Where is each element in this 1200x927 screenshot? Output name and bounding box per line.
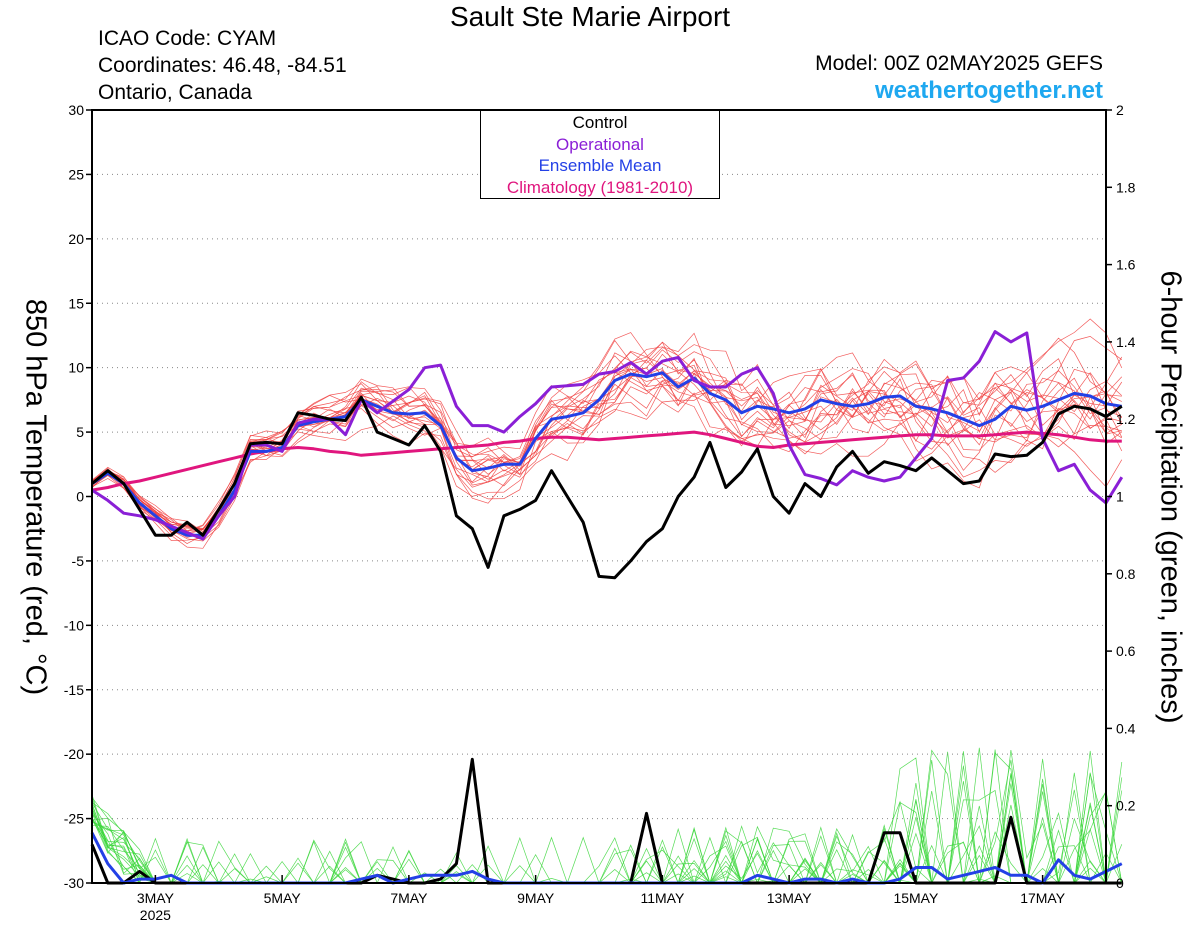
x-tick-label: 17MAY [1020,890,1066,906]
ensemble-member-temp-line [91,370,1123,538]
y-tick-label: 20 [68,231,84,247]
y-tick-label: -25 [64,811,84,827]
x-tick-label: 9MAY [517,890,555,906]
icao-code: ICAO Code: CYAM [98,27,277,50]
y2-tick-label: 0.8 [1116,566,1136,582]
ensemble-temperature-lines [91,318,1123,549]
legend-item-ensemble-mean: Ensemble Mean [538,156,662,175]
ensemble-member-temp-line [91,318,1123,533]
y-axis-label-right: 6-hour Precipitation (green, inches) [1154,270,1187,724]
y-tick-label: 10 [68,360,84,376]
y2-tick-label: 1.4 [1116,334,1136,350]
y-tick-label: -15 [64,682,84,698]
y-tick-label: -10 [64,617,84,633]
legend-item-operational: Operational [556,134,644,154]
ensemble-member-temp-line [91,352,1122,529]
y-tick-label: 30 [68,102,84,118]
y2-tick-label: 0.6 [1116,643,1136,659]
model-run: Model: 00Z 02MAY2025 GEFS [815,52,1103,75]
y2-tick-label: 1 [1116,489,1124,505]
y2-tick-label: 1.8 [1116,179,1136,195]
y-tick-label: -5 [72,553,85,569]
x-tick-label: 7MAY [390,890,428,906]
y2-tick-label: 1.2 [1116,411,1136,427]
x-tick-label: 3MAY [137,890,175,906]
legend-item-control: Control [572,113,628,132]
coordinates: Coordinates: 46.48, -84.51 [98,54,347,77]
y2-tick-label: 2 [1116,102,1124,118]
axes-ticks: 302520151050-5-10-15-20-25-3021.81.61.41… [64,102,1136,923]
y2-tick-label: 0.4 [1116,720,1136,736]
plot-frame [91,109,1107,884]
x-tick-label: 5MAY [264,890,302,906]
site-link[interactable]: weathertogether.net [874,77,1103,104]
y2-tick-label: 0 [1116,875,1124,891]
chart-title: Sault Ste Marie Airport [449,1,731,32]
control-temp-line [91,395,1123,580]
ensemble-member-temp-line [91,337,1123,538]
ensemble-member-temp-line [91,349,1123,537]
y2-tick-label: 1.6 [1116,257,1136,273]
grid-lines [92,173,1106,820]
y-tick-label: -20 [64,746,84,762]
ensemble-member-precip-line [91,774,1122,884]
y-tick-label: -30 [64,875,84,891]
region: Ontario, Canada [98,81,253,104]
ensemble-member-temp-line [91,352,1123,534]
y-tick-label: 15 [68,295,84,311]
ensemble-precipitation-lines [91,747,1123,885]
ensemble-member-precip-line [91,773,1123,885]
operational-temp-line [91,330,1124,541]
y-tick-label: 25 [68,166,84,182]
x-tick-label: 15MAY [893,890,939,906]
x-tick-label: 11MAY [640,890,684,906]
mean-temp-line [91,371,1123,537]
ensemble-member-precip-line [91,758,1123,885]
legend: Control Operational Ensemble Mean Climat… [480,110,720,199]
y2-tick-label: 0.2 [1116,798,1136,814]
x-tick-label: 13MAY [767,890,813,906]
y-axis-label-left: 850 hPa Temperature (red, °C) [19,298,52,696]
y-tick-label: 0 [76,489,84,505]
ensemble-member-temp-line [91,353,1122,531]
x-tick-sublabel: 2025 [140,907,171,923]
y-tick-label: 5 [76,424,84,440]
legend-item-climatology: Climatology (1981-2010) [506,177,694,197]
ensemble-member-temp-line [91,336,1123,533]
series-lines [90,330,1124,885]
ensemble-member-temp-line [91,358,1122,530]
